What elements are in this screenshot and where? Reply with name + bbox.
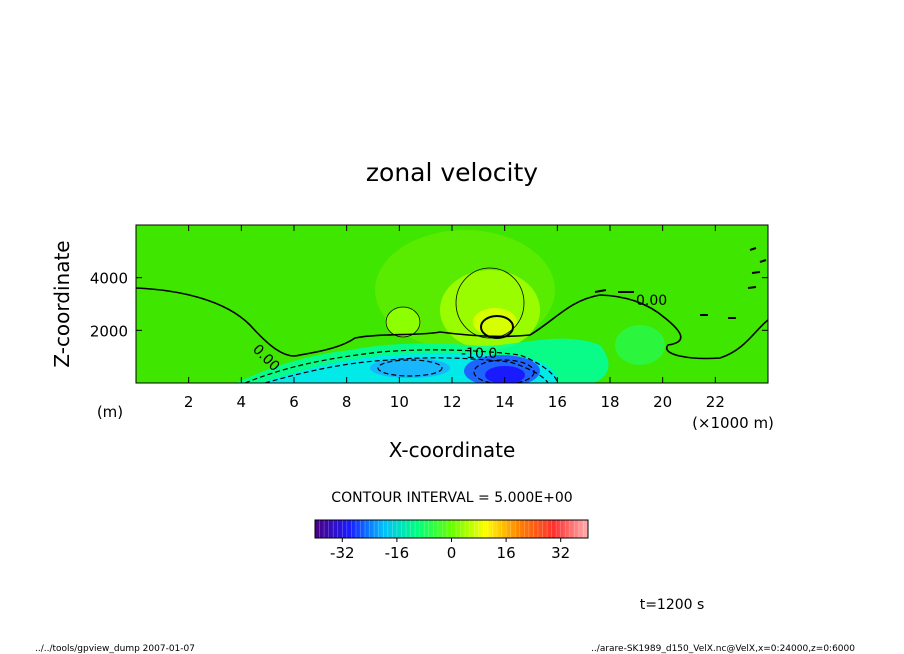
contour-label-2: 0.00 xyxy=(636,293,667,309)
plot-area: 0.00 0.00 -10.0 2 4 6 8 10 12 14 16 18 20 22 20004… xyxy=(90,224,769,411)
chart-title: zonal velocity xyxy=(366,158,538,187)
x-tick-label: 20 xyxy=(653,393,672,411)
x-tick-label: 12 xyxy=(442,393,461,411)
colorbar-tick-label: 32 xyxy=(551,544,570,562)
colorbar-gradient xyxy=(315,520,588,538)
x-tick-label: 16 xyxy=(548,393,567,411)
contours xyxy=(136,247,768,383)
x-tick-label: 4 xyxy=(237,393,247,411)
x-tick-label: 8 xyxy=(342,393,352,411)
colorbar-tick-label: 16 xyxy=(497,544,516,562)
colorbar-divisions xyxy=(319,520,584,538)
colorbar: -32 -16 0 16 32 xyxy=(314,519,589,562)
x-tick-label: 22 xyxy=(706,393,725,411)
x-tick-label: 6 xyxy=(289,393,299,411)
x-tick-label: 14 xyxy=(495,393,514,411)
contour-label-3: -10.0 xyxy=(461,346,497,362)
colorbar-tick-label: 0 xyxy=(447,544,457,562)
x-unit-label: (×1000 m) xyxy=(692,414,774,432)
x-tick-label: 10 xyxy=(390,393,409,411)
contour-interval-text: CONTOUR INTERVAL = 5.000E+00 xyxy=(331,490,572,506)
y-tick-label: 4000 xyxy=(90,270,128,288)
time-label: t=1200 s xyxy=(640,597,705,613)
y-unit-label: (m) xyxy=(97,403,123,421)
colorbar-tick-label: -16 xyxy=(385,544,410,562)
colorbar-ticks: -32 -16 0 16 32 xyxy=(330,538,570,562)
footer-left: ../../tools/gpview_dump 2007-01-07 xyxy=(35,644,195,654)
y-axis-label: Z-coordinate xyxy=(50,240,74,367)
y-axis: 2000 4000 xyxy=(90,270,768,340)
x-tick-label: 2 xyxy=(184,393,194,411)
y-tick-label: 2000 xyxy=(90,322,128,340)
x-tick-label: 18 xyxy=(600,393,619,411)
x-axis: 2 4 6 8 10 12 14 16 18 20 22 xyxy=(184,225,725,411)
colorbar-tick-label: -32 xyxy=(330,544,355,562)
footer-right: ../arare-SK1989_d150_VelX.nc@VelX,x=0:24… xyxy=(591,644,855,654)
x-axis-label: X-coordinate xyxy=(389,438,516,462)
